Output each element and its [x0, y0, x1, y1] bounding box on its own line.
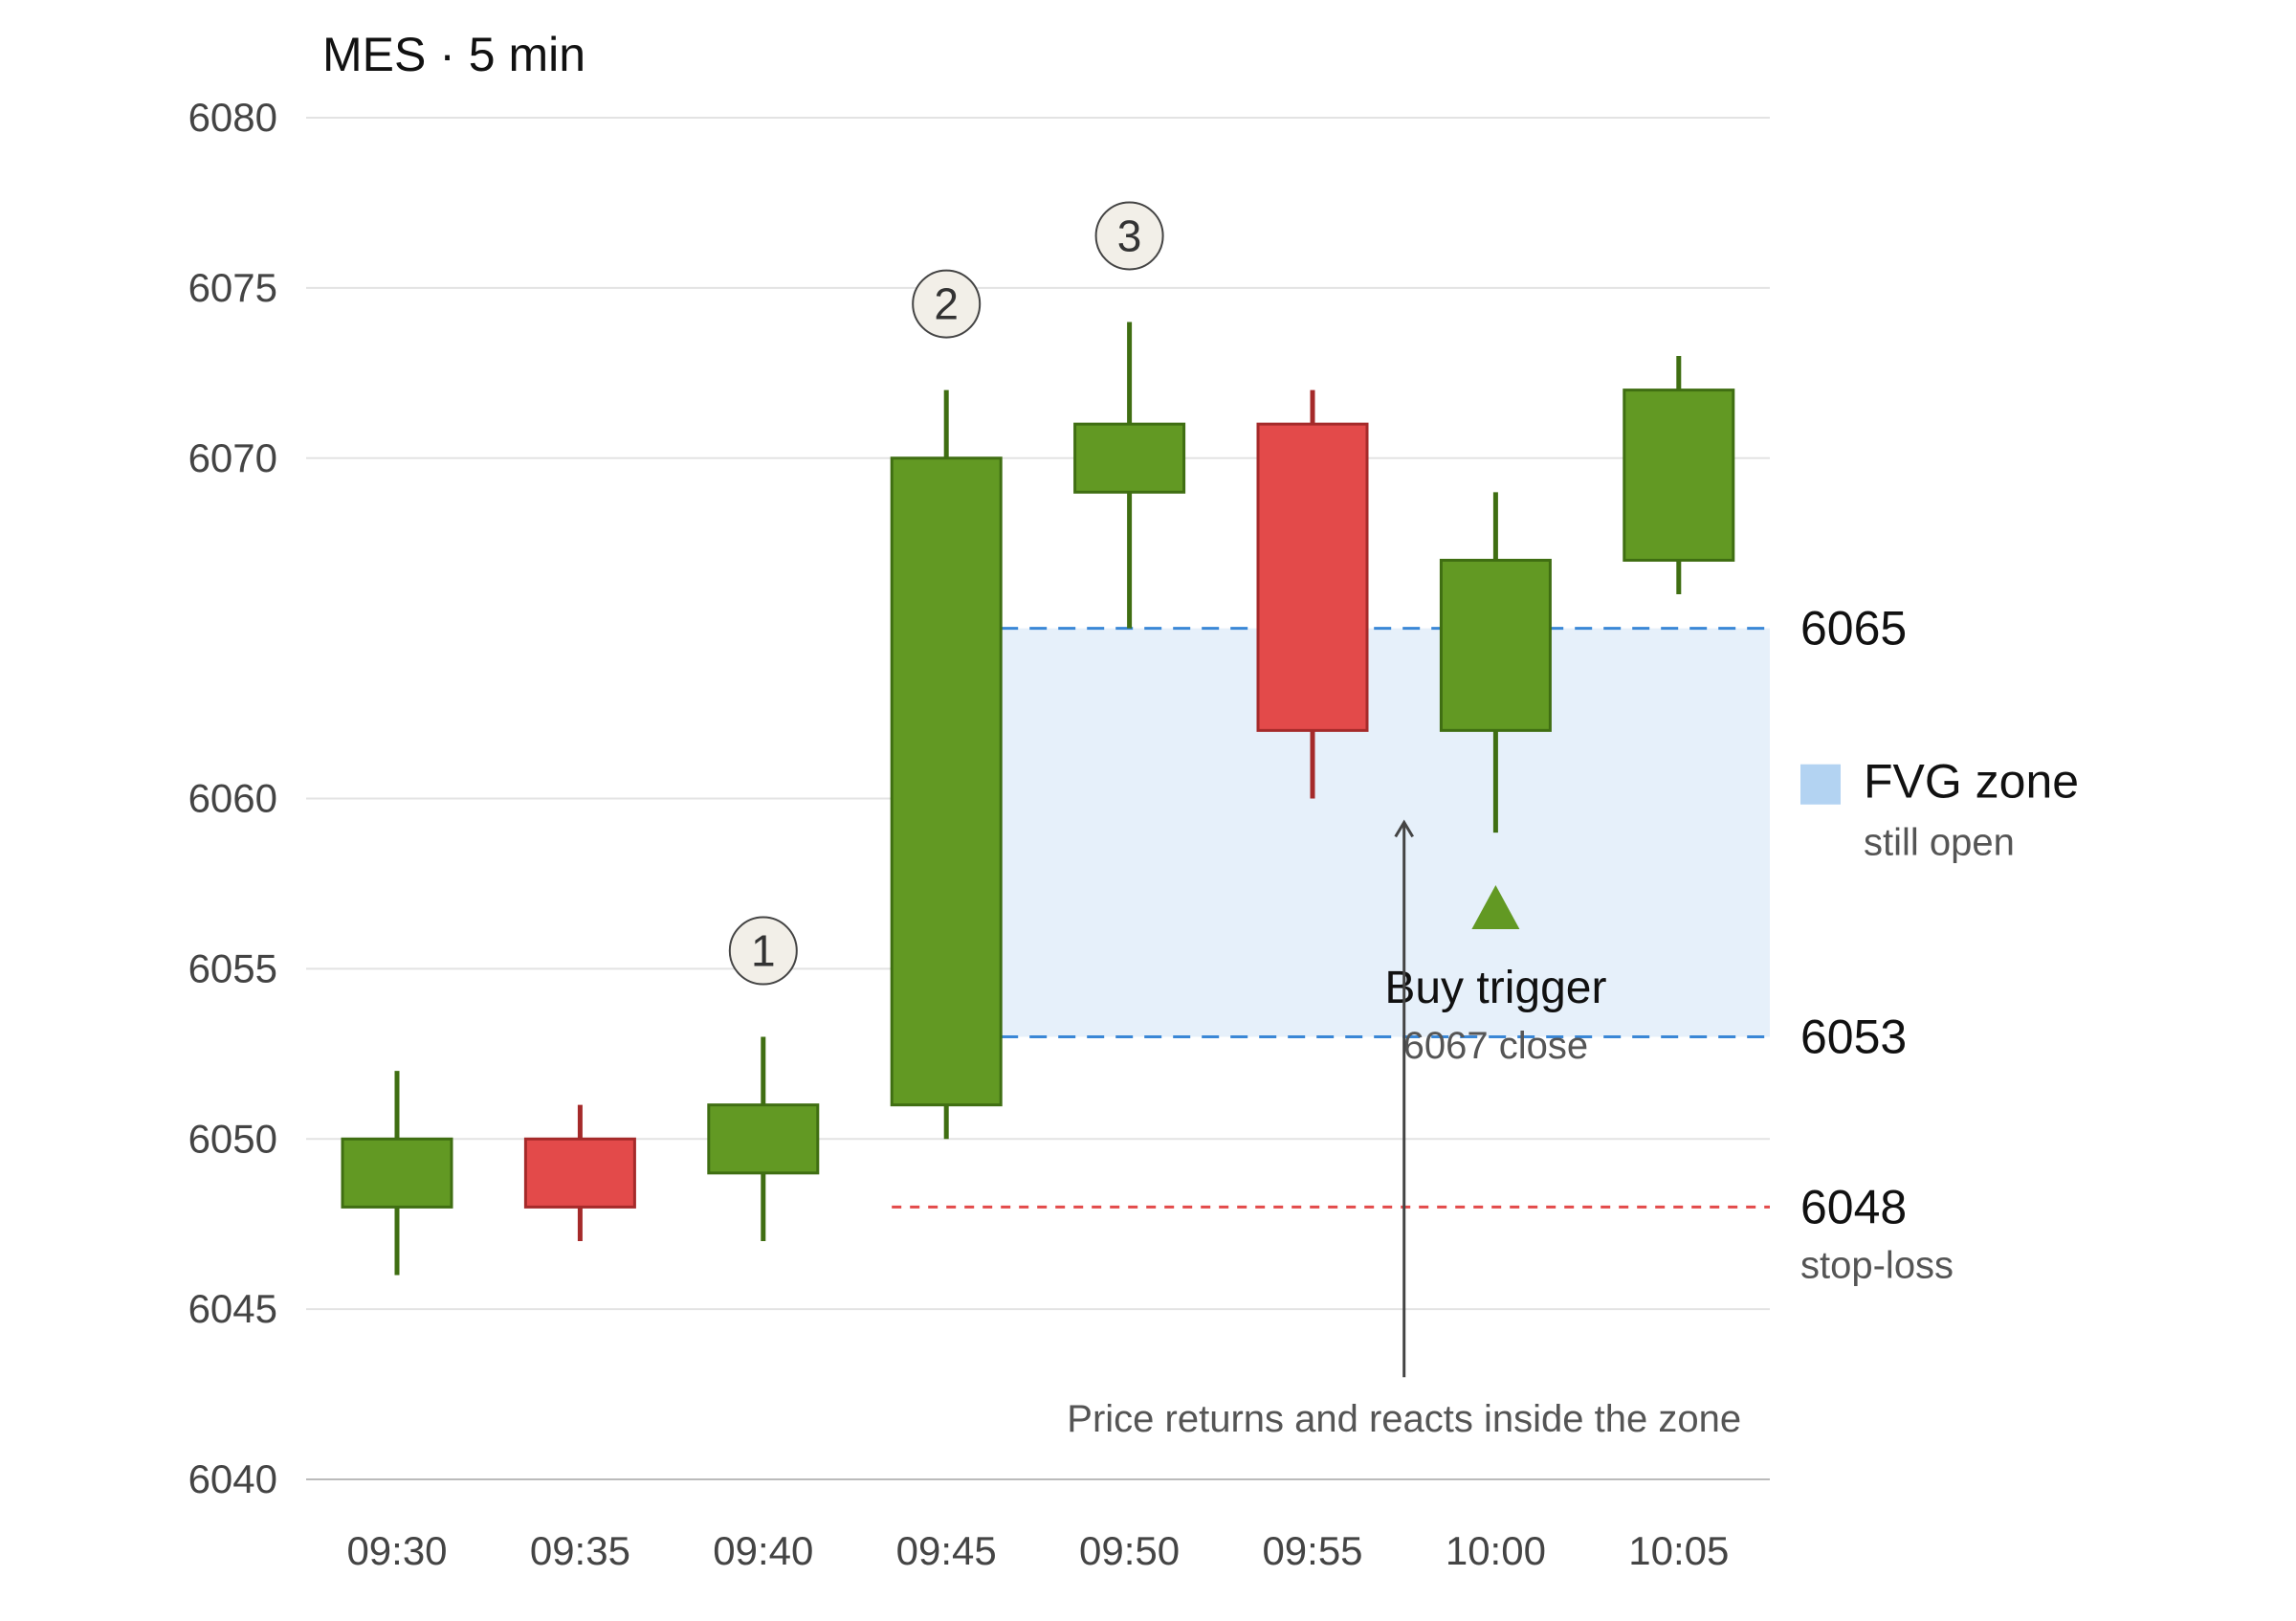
- annotation-text: Price returns and reacts inside the zone: [1067, 1398, 1741, 1440]
- candle-0935: [523, 1104, 636, 1241]
- candle-body: [341, 1137, 453, 1209]
- y-tick-label: 6060: [188, 776, 277, 821]
- y-tick-label: 6070: [188, 435, 277, 480]
- candle-1005: [1623, 356, 1735, 595]
- fvg-lower-label: 6053: [1800, 1010, 1907, 1064]
- y-tick-label: 6080: [188, 95, 277, 140]
- x-tick-label: 09:45: [896, 1528, 997, 1573]
- fvg-legend-swatch: [1800, 764, 1841, 805]
- x-tick-label: 10:05: [1628, 1528, 1729, 1573]
- marker-number: 3: [1117, 211, 1142, 260]
- y-tick-label: 6050: [188, 1116, 277, 1161]
- marker-3: 3: [1094, 201, 1164, 271]
- candle-0955: [1256, 389, 1369, 799]
- x-tick-label: 09:35: [530, 1528, 630, 1573]
- candle-body: [1256, 422, 1369, 732]
- candle-body: [1439, 558, 1552, 732]
- candle-body: [1623, 389, 1735, 562]
- axes-layer: 6040 6045 6050 6055 6060 6070 6075 6080 09:30 09:…: [188, 95, 2080, 1573]
- candle-0940: [707, 1036, 820, 1241]
- annotation-arrow-head: [1394, 819, 1414, 838]
- x-tick-label: 09:40: [713, 1528, 813, 1573]
- marker-number: 1: [751, 926, 776, 976]
- candle-0950: [1073, 322, 1186, 629]
- y-tick-label: 6075: [188, 265, 277, 310]
- fvg-zone-band: [1001, 628, 1770, 1037]
- candle-body: [707, 1103, 820, 1175]
- x-tick-label: 09:30: [346, 1528, 447, 1573]
- candle-body: [523, 1137, 636, 1209]
- y-tick-label: 6045: [188, 1286, 277, 1331]
- stop-loss-caption: stop-loss: [1800, 1244, 1954, 1286]
- candle-0945: [890, 389, 1003, 1140]
- candle-body: [1073, 422, 1186, 494]
- marker-circle: [728, 916, 798, 986]
- candle-body: [890, 456, 1003, 1107]
- x-tick-label: 09:55: [1262, 1528, 1362, 1573]
- marker-circle: [912, 269, 982, 339]
- candles-layer: [341, 322, 1735, 1276]
- x-tick-label: 09:50: [1079, 1528, 1180, 1573]
- chart-title: MES · 5 min: [322, 28, 585, 81]
- buy-trigger-triangle: [1471, 884, 1520, 929]
- stop-loss-value: 6048: [1800, 1180, 1907, 1233]
- fvg-legend-label: FVG zone: [1864, 755, 2079, 809]
- fvg-legend-caption: still open: [1864, 822, 2015, 864]
- annotation-layer: 1 2 3 Buy trigger 6067 close Price returns an…: [728, 201, 1741, 1440]
- marker-circle: [1094, 201, 1164, 271]
- y-tick-label: 6040: [188, 1456, 277, 1501]
- candle-0930: [341, 1071, 453, 1276]
- marker-number: 2: [934, 279, 959, 329]
- buy-trigger-caption: 6067 close: [1403, 1025, 1588, 1067]
- x-tick-label: 10:00: [1446, 1528, 1546, 1573]
- buy-trigger-label: Buy trigger: [1384, 963, 1606, 1013]
- y-tick-label: 6055: [188, 945, 277, 990]
- candle-1000: [1439, 492, 1552, 833]
- marker-1: 1: [728, 916, 798, 986]
- fvg-upper-label: 6065: [1800, 602, 1907, 655]
- marker-2: 2: [912, 269, 982, 339]
